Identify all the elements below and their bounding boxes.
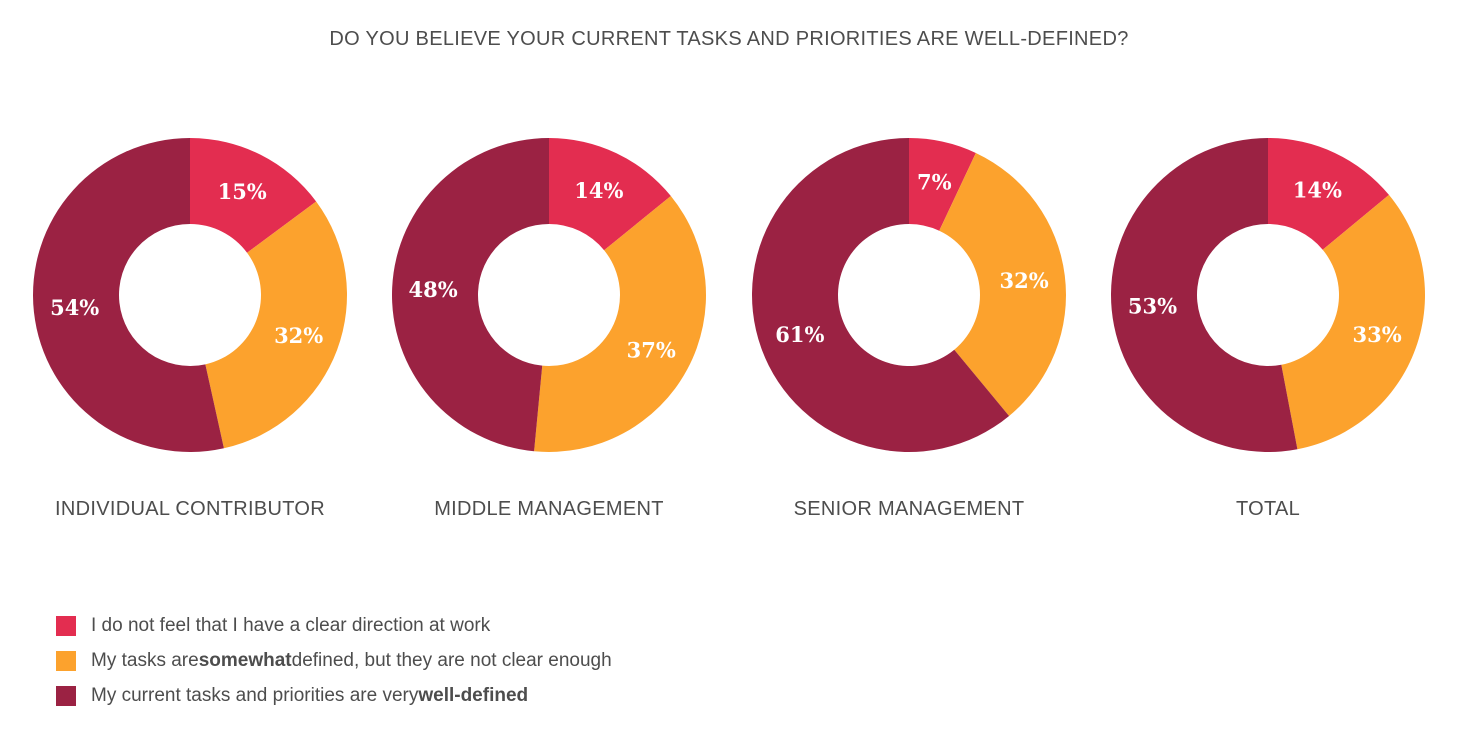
chart-category-label: TOTAL — [1236, 498, 1300, 520]
donut-chart-3: 7% 32% 61% SENIOR MANAGEMENT — [751, 138, 1066, 520]
donut-slice-somewhat — [1281, 194, 1425, 450]
donut-slice-well-defined — [1111, 138, 1298, 452]
legend-swatch-somewhat — [56, 650, 76, 671]
donut-slice-somewhat — [205, 201, 348, 449]
legend-item-unclear: I do not feel that I have a clear direct… — [56, 608, 612, 643]
donut-slice-well-defined — [392, 138, 549, 452]
slice-label-somewhat: 32% — [999, 268, 1048, 293]
legend-text-somewhat-before: My tasks are — [91, 649, 199, 671]
donut-slice-unclear — [549, 138, 671, 251]
donut-chart-2: 14% 37% 48% MIDDLE MANAGEMENT — [392, 138, 706, 520]
chart-category-label: SENIOR MANAGEMENT — [794, 498, 1025, 520]
slice-label-unclear: 14% — [1293, 178, 1342, 203]
donut-slice-unclear — [909, 138, 976, 231]
donut-slice-somewhat — [939, 152, 1066, 416]
legend-swatch-well-defined — [56, 685, 76, 706]
legend-item-somewhat: My tasks are somewhat defined, but they … — [56, 643, 612, 678]
chart-category-label: INDIVIDUAL CONTRIBUTOR — [55, 498, 325, 520]
legend-text-well-defined-bold: well-defined — [418, 684, 529, 706]
donut-chart-4: 14% 33% 53% TOTAL — [1111, 138, 1425, 520]
chart-title: DO YOU BELIEVE YOUR CURRENT TASKS AND PR… — [329, 28, 1129, 50]
slice-label-well-defined: 53% — [1128, 293, 1177, 318]
donut-slice-well-defined — [751, 138, 1010, 452]
donut-slice-somewhat — [534, 196, 706, 452]
donut-slice-well-defined — [33, 138, 224, 452]
slice-label-well-defined: 54% — [50, 295, 99, 320]
legend-text-well-defined-before: My current tasks and priorities are very — [91, 684, 419, 706]
slice-label-unclear: 14% — [574, 178, 623, 203]
legend-text-somewhat-bold: somewhat — [198, 649, 292, 671]
legend-item-well-defined: My current tasks and priorities are very… — [56, 678, 612, 713]
slice-label-somewhat: 37% — [627, 337, 676, 362]
chart-category-label: MIDDLE MANAGEMENT — [434, 498, 664, 520]
slice-label-well-defined: 48% — [409, 277, 458, 302]
legend-swatch-unclear — [56, 615, 76, 636]
slice-label-somewhat: 33% — [1353, 322, 1402, 347]
legend-text-unclear-before: I do not feel that I have a clear direct… — [91, 614, 491, 636]
donut-slice-unclear — [1268, 138, 1389, 250]
donut-charts: 15% 32% 54% INDIVIDUAL CONTRIBUTOR 14% 37% 48%… — [33, 138, 1425, 520]
slice-label-somewhat: 32% — [274, 323, 323, 348]
donut-slice-unclear — [190, 138, 317, 253]
slice-label-unclear: 7% — [917, 169, 952, 194]
slice-label-well-defined: 61% — [775, 322, 824, 347]
slice-label-unclear: 15% — [218, 179, 267, 204]
legend-text-somewhat-after: defined, but they are not clear enough — [291, 649, 612, 671]
donut-chart-1: 15% 32% 54% INDIVIDUAL CONTRIBUTOR — [33, 138, 348, 520]
legend: I do not feel that I have a clear direct… — [56, 608, 612, 713]
